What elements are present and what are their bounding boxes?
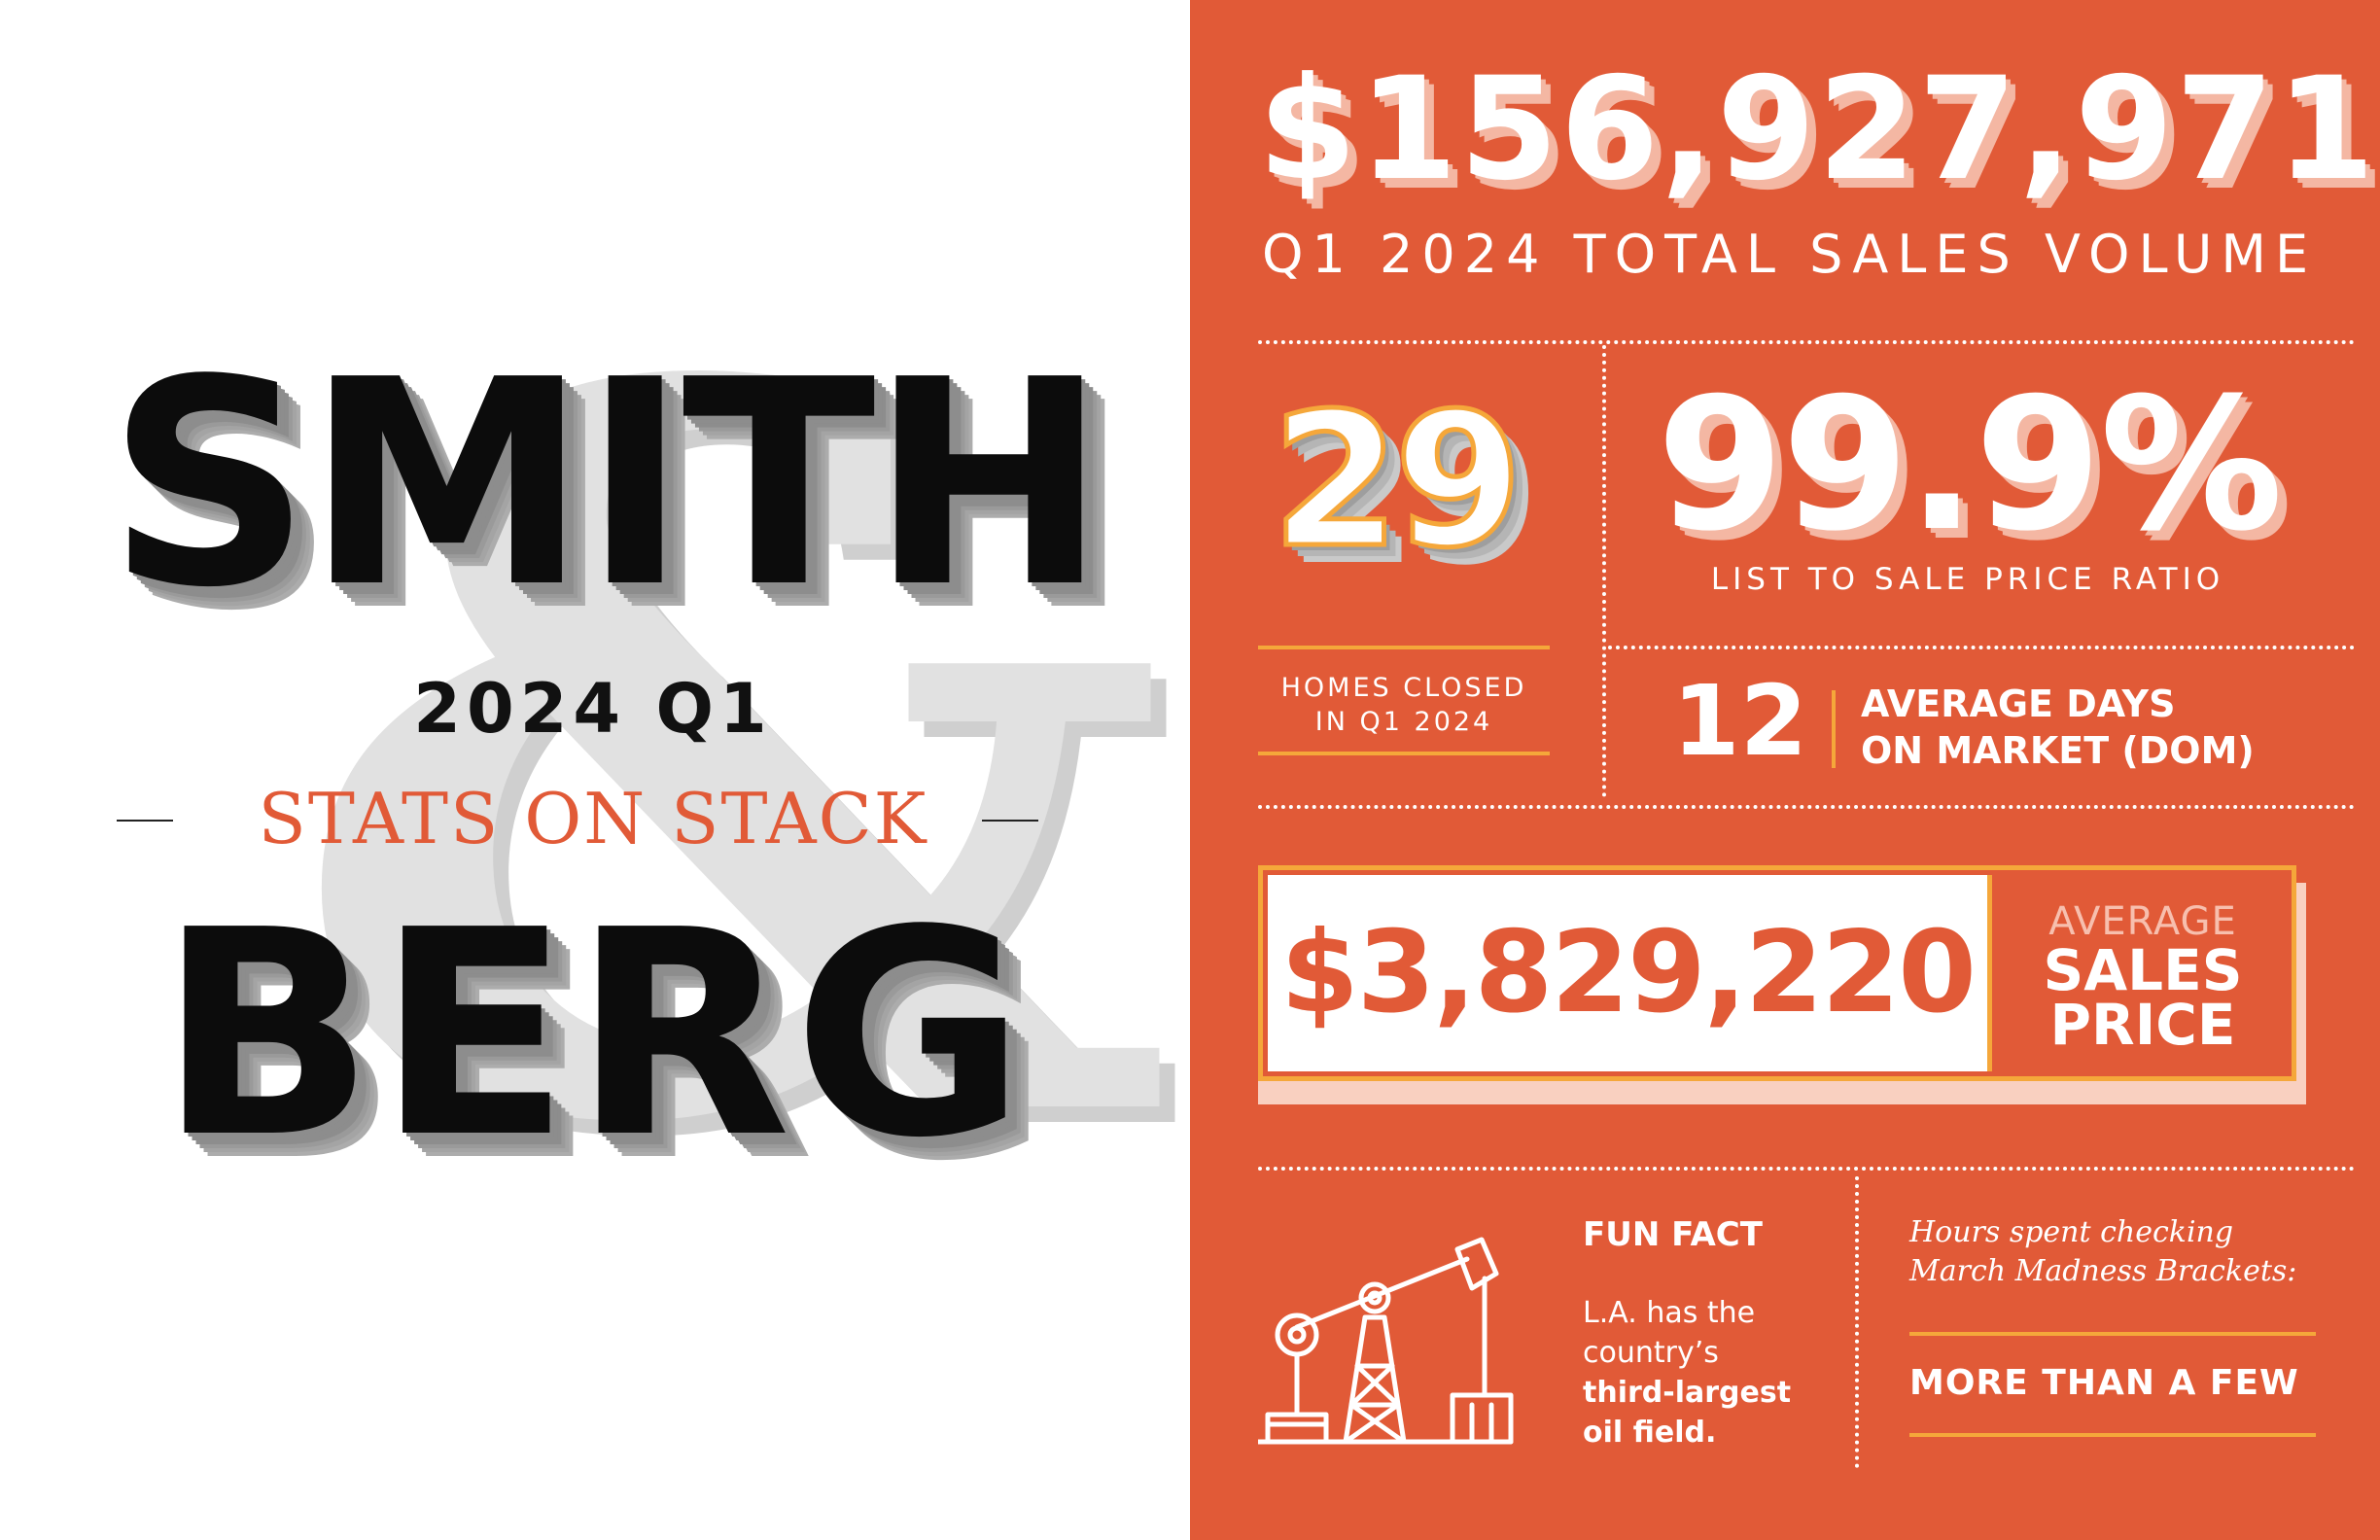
dom-label-line1: AVERAGE DAYS [1861,682,2176,725]
gold-rule [1258,646,1550,649]
brackets-label-line2: March Madness Brackets: [1909,1254,2297,1288]
gold-rule [1909,1433,2316,1437]
avg-price-box: $3,829,220 AVERAGE SALES PRICE [1258,865,2296,1081]
homes-closed-label-line1: HOMES CLOSED [1280,673,1527,703]
avg-price-label-sales: SALES [2043,937,2243,1003]
divider-dotted-vertical [1602,345,1606,797]
right-panel: $156,927,971 Q1 2024 TOTAL SALES VOLUME … [1190,0,2380,1540]
divider-dotted [1608,646,2355,649]
fun-fact-title: FUN FACT [1583,1215,1763,1254]
fun-fact-line2: country’s [1583,1336,1719,1370]
total-sales-volume-label: Q1 2024 TOTAL SALES VOLUME [1262,224,2318,285]
stats-on-stack-title: STATS ON STACK [258,778,928,859]
gold-rule [1258,752,1550,755]
divider-dotted [1258,805,2355,809]
gold-rule [1909,1332,2316,1336]
total-sales-volume-value: $156,927,971 [1258,47,2377,212]
left-panel: & SMITH 2024 Q1 STATS ON STACK BERG [107,262,1177,1254]
title-berg: BERG [158,869,1029,1200]
avg-price-value-panel: $3,829,220 [1268,875,1992,1071]
fun-fact-text: L.A. has the country’s third-largest oil… [1583,1293,1952,1452]
left-dash [117,820,173,822]
right-dash [982,820,1038,822]
brackets-label: Hours spent checking March Madness Brack… [1909,1213,2337,1291]
dom-label: AVERAGE DAYS ON MARKET (DOM) [1861,681,2328,774]
homes-closed-label-line2: IN Q1 2024 [1314,707,1493,737]
homes-closed-value: 29 [1269,373,1524,588]
avg-price-label-price: PRICE [2049,992,2236,1058]
list-to-sale-ratio-value: 99.9% [1657,359,2283,572]
dom-separator [1832,690,1836,768]
brackets-value: MORE THAN A FEW [1909,1363,2299,1403]
homes-closed-label: HOMES CLOSED IN Q1 2024 [1258,671,1550,739]
divider-dotted [1258,1167,2355,1171]
dom-value: 12 [1672,664,1808,778]
fun-fact-line4: oil field. [1583,1416,1717,1450]
divider-dotted-vertical [1855,1176,1859,1468]
brackets-label-line1: Hours spent checking [1909,1215,2234,1249]
avg-price-label-average: AVERAGE [2048,899,2237,944]
oil-pump-icon [1258,1237,1514,1445]
fun-fact-line1: L.A. has the [1583,1296,1756,1330]
dom-label-line2: ON MARKET (DOM) [1861,729,2255,772]
avg-price-label: SALES PRICE [2002,937,2284,1058]
fun-fact-line3: third-largest [1583,1376,1792,1410]
period-label: 2024 Q1 [413,669,773,749]
title-smith: SMITH [107,319,1107,649]
list-to-sale-ratio-label: LIST TO SALE PRICE RATIO [1710,562,2225,597]
avg-price-value: $3,829,220 [1280,907,1977,1038]
divider-dotted [1258,340,2355,344]
